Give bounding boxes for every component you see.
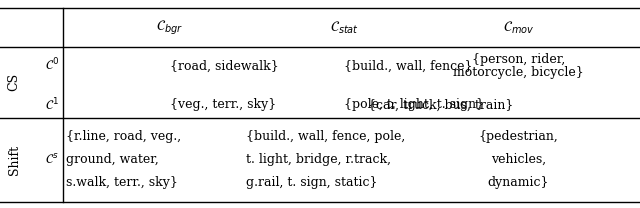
Text: motorcycle, bicycle}: motorcycle, bicycle} (453, 66, 584, 79)
Text: $\mathcal{C}_{stat}$: $\mathcal{C}_{stat}$ (330, 19, 359, 36)
Text: $\mathcal{C}^0$: $\mathcal{C}^0$ (45, 56, 59, 73)
Text: {veg., terr., sky}: {veg., terr., sky} (170, 98, 276, 111)
Text: {car, truck, bus, train}: {car, truck, bus, train} (369, 98, 514, 111)
Text: s.walk, terr., sky}: s.walk, terr., sky} (66, 176, 178, 189)
Text: {build., wall, fence, pole,: {build., wall, fence, pole, (246, 130, 406, 143)
Text: {road, sidewalk}: {road, sidewalk} (170, 60, 278, 73)
Text: CS: CS (8, 73, 20, 91)
Text: $\mathcal{C}_{mov}$: $\mathcal{C}_{mov}$ (503, 19, 534, 36)
Text: g.rail, t. sign, static}: g.rail, t. sign, static} (246, 176, 378, 189)
Text: {person, rider,: {person, rider, (472, 53, 565, 66)
Text: {pole, t. light, t. sign}: {pole, t. light, t. sign} (344, 98, 484, 111)
Text: $\mathcal{C}_{bgr}$: $\mathcal{C}_{bgr}$ (156, 19, 183, 37)
Text: t. light, bridge, r.track,: t. light, bridge, r.track, (246, 153, 392, 166)
Text: {r.line, road, veg.,: {r.line, road, veg., (66, 130, 181, 143)
Text: dynamic}: dynamic} (488, 176, 549, 189)
Text: ground, water,: ground, water, (66, 153, 159, 166)
Text: $\mathcal{C}^s$: $\mathcal{C}^s$ (45, 153, 59, 167)
Text: Shift: Shift (8, 145, 20, 175)
Text: {pedestrian,: {pedestrian, (479, 130, 558, 143)
Text: {build., wall, fence}: {build., wall, fence} (344, 60, 473, 73)
Text: vehicles,: vehicles, (491, 153, 546, 166)
Text: $\mathcal{C}^1$: $\mathcal{C}^1$ (45, 97, 59, 113)
